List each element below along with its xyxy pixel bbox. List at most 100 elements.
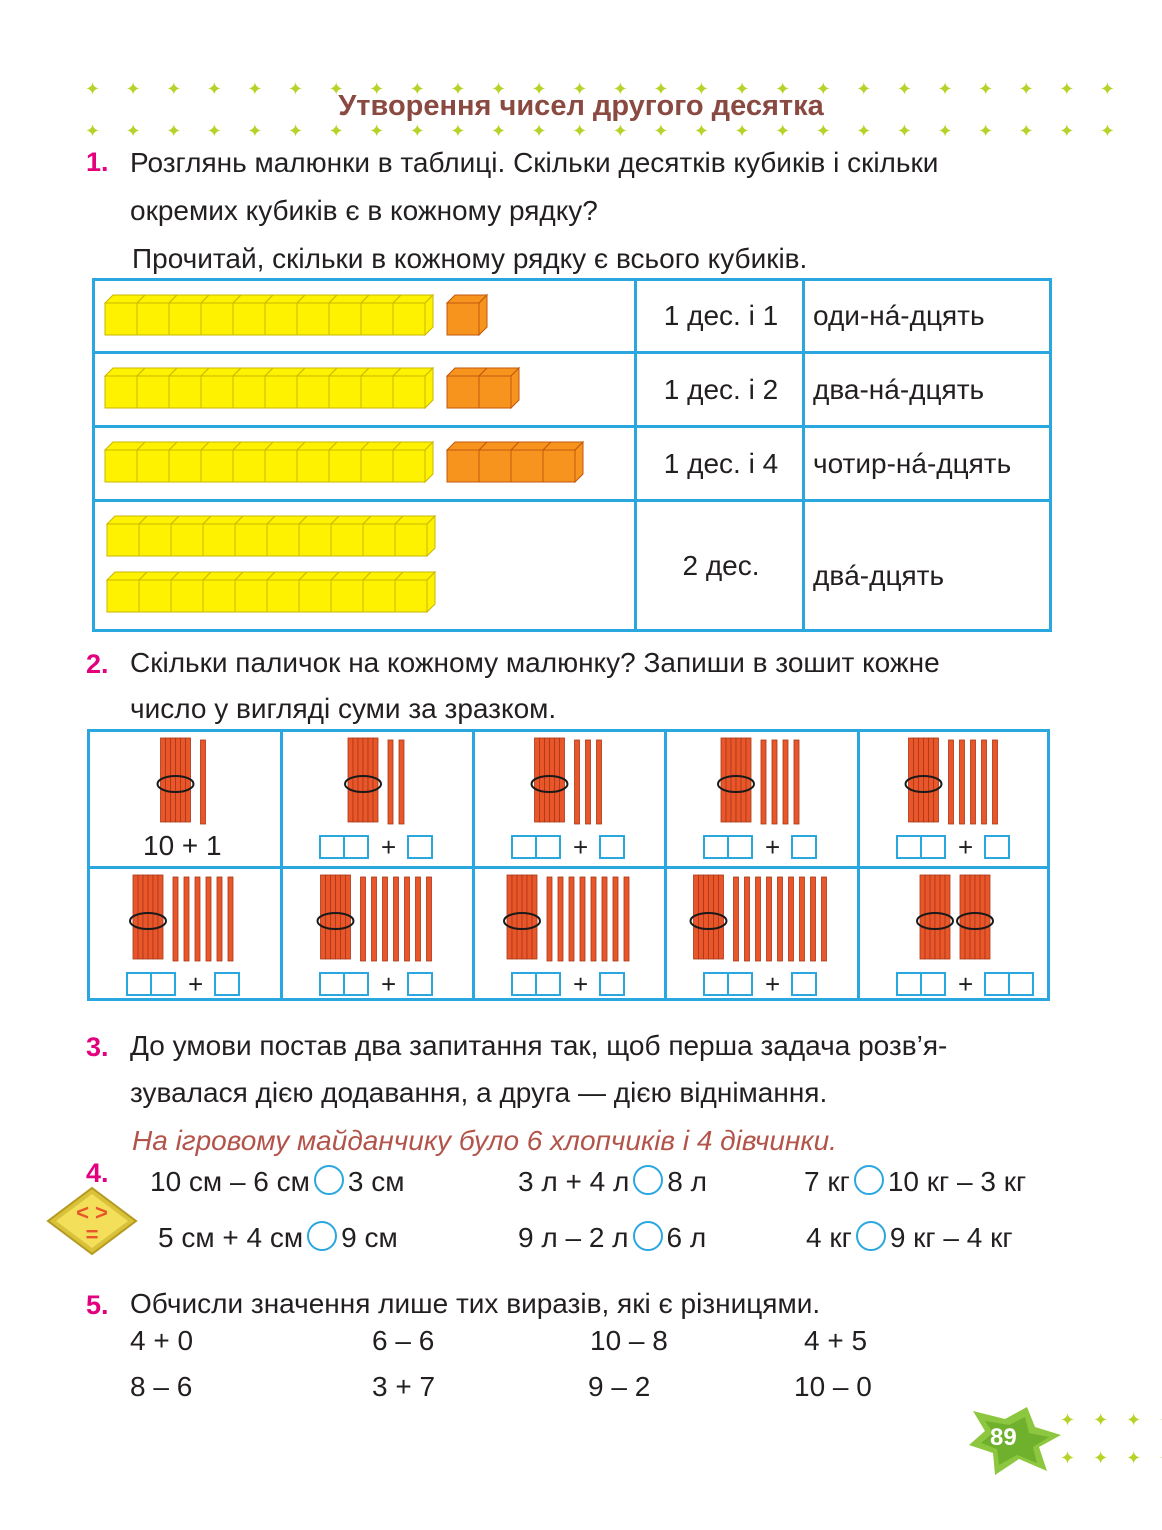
task-number: 5. xyxy=(86,1290,109,1320)
tens-notation: 2 дес. xyxy=(682,549,760,581)
task-text: Скільки паличок на кожному малюнку? Запи… xyxy=(130,647,940,678)
comparison-right: 6 л xyxy=(666,1222,707,1253)
decorative-stars-bottom: ✦ ✦ ✦ ✦ ✦ ✦ ✦ ✦ ✦ ✦ ✦ ✦ ✦ ✦ ✦ ✦ ✦ ✦ ✦ ✦ ✦ ✦ ✦ ✦ ✦ ✦ xyxy=(85,121,1115,141)
plus-sign: + xyxy=(188,969,204,999)
sticks-cell: + xyxy=(667,732,859,866)
sticks-illustration xyxy=(689,874,827,962)
compare-sign-circle[interactable] xyxy=(855,1221,886,1251)
comparison: 10 см – 6 см 3 см xyxy=(150,1165,405,1198)
answer-box[interactable] xyxy=(703,972,729,996)
sticks-illustration xyxy=(344,737,405,825)
sticks-cell: + xyxy=(667,869,859,1003)
task-text: Обчисли значення лише тих виразів, які є… xyxy=(130,1288,821,1319)
answer-box[interactable] xyxy=(599,835,625,859)
sticks-cell: + xyxy=(90,869,282,1003)
plus-sign: + xyxy=(765,832,781,862)
plus-sign: + xyxy=(958,969,974,999)
cubes-illustration xyxy=(103,440,585,484)
answer-box[interactable] xyxy=(599,972,625,996)
sticks-cell: + xyxy=(475,732,667,866)
answer-box[interactable] xyxy=(511,835,537,859)
sticks-illustration xyxy=(904,737,998,825)
answer-box[interactable] xyxy=(727,972,753,996)
sticks-illustration xyxy=(530,737,602,825)
sticks-cell: + xyxy=(860,869,1052,1003)
comparison-left: 3 л + 4 л xyxy=(518,1166,630,1197)
task-number: 2. xyxy=(86,649,109,679)
tens-notation: 1 дес. і 4 xyxy=(663,447,779,479)
cubes-illustration xyxy=(103,293,489,337)
number-word: чотир-нá-дцять xyxy=(813,447,1012,479)
decorative-stars-corner: ✦✦✦✦ xyxy=(1060,1410,1162,1430)
answer-box[interactable] xyxy=(984,835,1010,859)
task-text: До умови постав два запитання так, щоб п… xyxy=(130,1030,948,1061)
task-text: зувалася дією додавання, а друга — дією … xyxy=(130,1077,828,1108)
answer-box[interactable] xyxy=(896,972,922,996)
answer-box[interactable] xyxy=(319,972,345,996)
answer-box[interactable] xyxy=(407,972,433,996)
compare-sign-circle[interactable] xyxy=(313,1165,344,1195)
sticks-illustration xyxy=(717,737,800,825)
number-word: оди-нá-дцять xyxy=(813,300,985,331)
answer-box[interactable] xyxy=(407,835,433,859)
answer-box[interactable] xyxy=(126,972,152,996)
cubes-table: 1 дес. і 1 оди-нá-дцять 1 дес. і 2 два-нá-д… xyxy=(92,278,1052,632)
comparison-right: 9 см xyxy=(341,1222,398,1253)
expression: 4 + 5 xyxy=(804,1325,868,1356)
sticks-illustration xyxy=(129,874,234,962)
comparison: 5 см + 4 см 9 см xyxy=(158,1221,398,1254)
comparison-left: 9 л – 2 л xyxy=(518,1222,629,1253)
answer-box[interactable] xyxy=(343,835,369,859)
task-number: 1. xyxy=(86,147,109,177)
compare-sign-circle[interactable] xyxy=(307,1221,338,1251)
plus-sign: + xyxy=(573,832,589,862)
answer-box[interactable] xyxy=(920,972,946,996)
comparison: 7 кг 10 кг – 3 кг xyxy=(804,1165,1026,1198)
expression: 4 + 0 xyxy=(130,1325,194,1356)
answer-box[interactable] xyxy=(511,972,537,996)
answer-box[interactable] xyxy=(727,835,753,859)
task-text: Прочитай, скільки в кожному рядку є всьо… xyxy=(132,243,808,274)
task-text: число у вигляді суми за зразком. xyxy=(130,693,557,724)
plus-sign: + xyxy=(958,832,974,862)
comparison-right: 8 л xyxy=(667,1166,707,1197)
compare-signs-icon: < > = xyxy=(46,1186,138,1256)
number-word: двá-дцять xyxy=(813,559,945,591)
page-number: 89 xyxy=(990,1424,1017,1451)
comparison: 3 л + 4 л 8 л xyxy=(518,1165,707,1198)
compare-sign-circle[interactable] xyxy=(632,1221,663,1251)
plus-sign: + xyxy=(765,969,781,999)
answer-box[interactable] xyxy=(150,972,176,996)
comparison: 4 кг 9 кг – 4 кг xyxy=(806,1221,1013,1254)
sample-sum: 10 + 1 xyxy=(143,830,222,861)
task-number: 3. xyxy=(86,1032,109,1062)
plus-sign: + xyxy=(381,832,397,862)
answer-box[interactable] xyxy=(535,972,561,996)
answer-box[interactable] xyxy=(703,835,729,859)
answer-box[interactable] xyxy=(791,835,817,859)
task-number: 4. xyxy=(86,1158,109,1188)
compare-sign-circle[interactable] xyxy=(633,1165,664,1195)
sticks-cell: + xyxy=(283,732,475,866)
answer-box[interactable] xyxy=(535,835,561,859)
answer-box[interactable] xyxy=(896,835,922,859)
sticks-illustration xyxy=(916,874,994,960)
answer-box[interactable] xyxy=(319,835,345,859)
svg-text:=: = xyxy=(86,1222,99,1247)
decorative-stars-top: ✦ ✦ ✦ ✦ ✦ ✦ ✦ ✦ ✦ ✦ ✦ ✦ ✦ ✦ ✦ ✦ ✦ ✦ ✦ ✦ ✦ ✦ ✦ ✦ ✦ ✦ xyxy=(85,79,1115,99)
answer-box[interactable] xyxy=(920,835,946,859)
answer-box[interactable] xyxy=(214,972,240,996)
page-number-badge xyxy=(969,1407,1061,1475)
expression: 8 – 6 xyxy=(130,1371,193,1402)
comparison-left: 10 см – 6 см xyxy=(150,1166,310,1197)
comparison-right: 3 см xyxy=(347,1166,405,1197)
plus-sign: + xyxy=(573,969,589,999)
answer-box[interactable] xyxy=(1008,972,1034,996)
expression: 10 – 8 xyxy=(590,1325,668,1356)
compare-sign-circle[interactable] xyxy=(853,1165,884,1195)
answer-box[interactable] xyxy=(343,972,369,996)
expression: 9 – 2 xyxy=(588,1371,651,1402)
sticks-illustration xyxy=(503,874,630,962)
answer-box[interactable] xyxy=(791,972,817,996)
answer-box[interactable] xyxy=(984,972,1010,996)
